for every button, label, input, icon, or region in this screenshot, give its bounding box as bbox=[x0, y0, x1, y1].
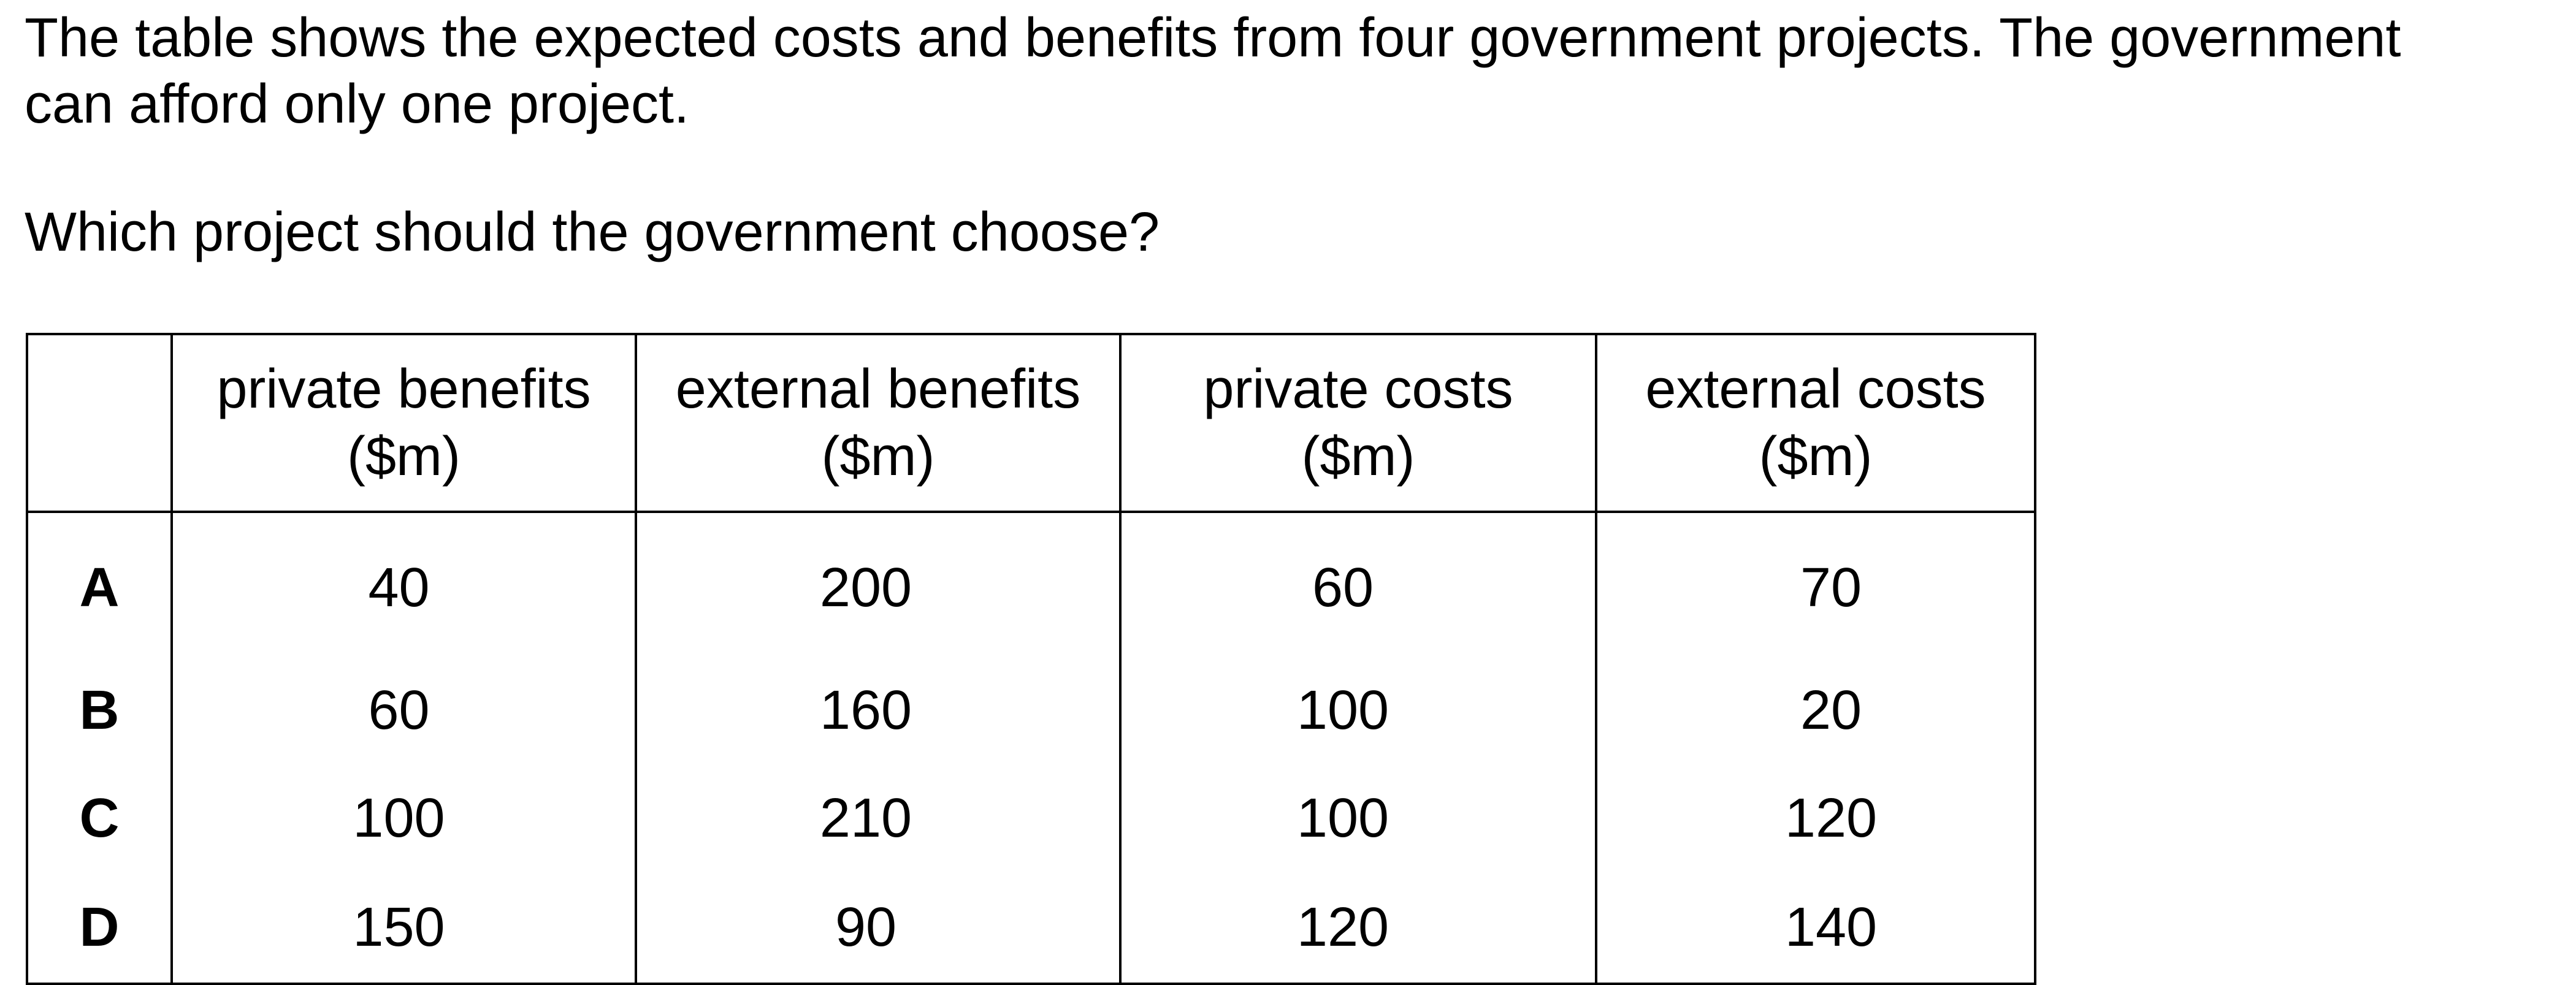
cell-value: 90 bbox=[835, 896, 897, 958]
cell-external-costs: 120 bbox=[1595, 764, 2036, 872]
question-prompt: Which project should the government choo… bbox=[25, 202, 1160, 263]
cell-external-costs: 70 bbox=[1595, 512, 2036, 656]
row-label: B bbox=[26, 656, 173, 764]
cell-value: 100 bbox=[353, 787, 445, 849]
header-unit: ($m) bbox=[1301, 426, 1415, 487]
cell-external-costs: 20 bbox=[1595, 656, 2036, 764]
cell-value: 120 bbox=[1296, 896, 1389, 958]
question-intro: The table shows the expected costs and b… bbox=[25, 7, 2401, 135]
row-label: D bbox=[26, 872, 173, 985]
cell-external-benefits: 210 bbox=[635, 764, 1122, 872]
cell-private-costs: 100 bbox=[1119, 764, 1597, 872]
cell-value: 60 bbox=[368, 679, 430, 741]
cell-external-costs: 140 bbox=[1595, 872, 2036, 985]
cell-value: 100 bbox=[1296, 679, 1389, 741]
header-label: private benefits bbox=[216, 359, 591, 420]
cell-value: 210 bbox=[819, 787, 912, 849]
table-row: C 100 210 100 120 bbox=[26, 764, 2036, 872]
cell-value: 20 bbox=[1800, 679, 1862, 741]
cell-value: 200 bbox=[819, 557, 912, 618]
row-label: C bbox=[26, 764, 173, 872]
header-blank-cell bbox=[26, 333, 173, 513]
header-private-costs: private costs ($m) bbox=[1119, 333, 1597, 513]
header-unit: ($m) bbox=[821, 426, 935, 487]
cell-value: 120 bbox=[1784, 787, 1878, 849]
cell-private-benefits: 100 bbox=[170, 764, 637, 872]
header-private-benefits: private benefits ($m) bbox=[170, 333, 637, 513]
header-label: external costs bbox=[1645, 359, 1986, 420]
cell-private-costs: 120 bbox=[1119, 872, 1597, 985]
table-row: A 40 200 60 70 bbox=[26, 512, 2036, 656]
cell-private-costs: 100 bbox=[1119, 656, 1597, 764]
row-label: A bbox=[26, 512, 173, 656]
cell-value: 40 bbox=[368, 557, 430, 618]
cell-external-benefits: 160 bbox=[635, 656, 1122, 764]
cell-private-costs: 60 bbox=[1119, 512, 1597, 656]
header-label: private costs bbox=[1203, 359, 1513, 420]
table-row: D 150 90 120 140 bbox=[26, 872, 2036, 985]
header-external-benefits: external benefits ($m) bbox=[635, 333, 1122, 513]
cell-external-benefits: 200 bbox=[635, 512, 1122, 656]
cell-external-benefits: 90 bbox=[635, 872, 1122, 985]
cell-value: 100 bbox=[1296, 787, 1389, 849]
cell-private-benefits: 40 bbox=[170, 512, 637, 656]
header-label: external benefits bbox=[675, 359, 1081, 420]
header-external-costs: external costs ($m) bbox=[1595, 333, 2036, 513]
cell-value: 150 bbox=[353, 896, 445, 958]
cell-value: 140 bbox=[1784, 896, 1878, 958]
table-row: B 60 160 100 20 bbox=[26, 656, 2036, 764]
header-unit: ($m) bbox=[347, 426, 461, 487]
cell-value: 70 bbox=[1800, 557, 1862, 618]
cell-private-benefits: 150 bbox=[170, 872, 637, 985]
cell-private-benefits: 60 bbox=[170, 656, 637, 764]
table-header-row: private benefits ($m) external benefits … bbox=[26, 333, 2036, 513]
cell-value: 160 bbox=[819, 679, 912, 741]
projects-table: private benefits ($m) external benefits … bbox=[26, 333, 2036, 985]
header-unit: ($m) bbox=[1759, 426, 1873, 487]
cell-value: 60 bbox=[1312, 557, 1374, 618]
